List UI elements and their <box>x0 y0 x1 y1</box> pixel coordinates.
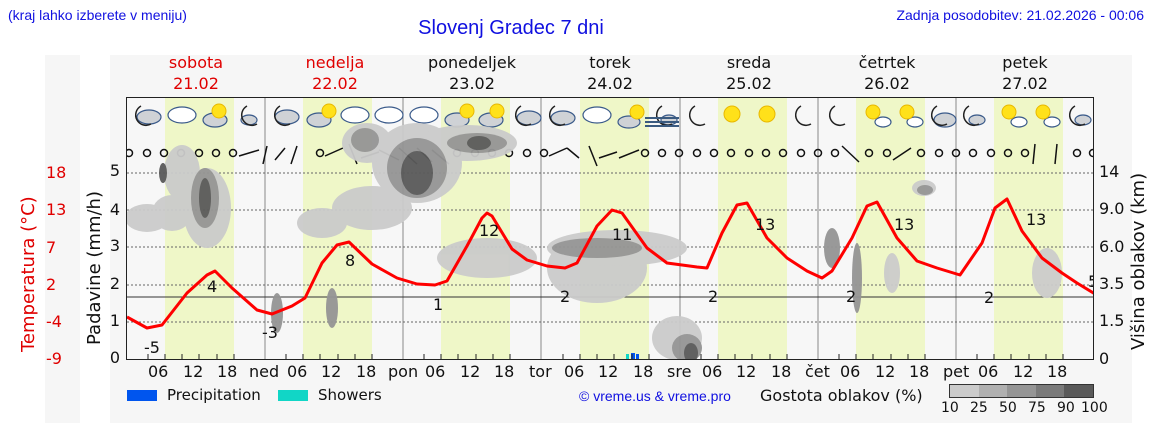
cloud-height-tick: 14 <box>1099 162 1120 181</box>
x-tick: 06 <box>425 362 446 381</box>
x-tick: 18 <box>494 362 515 381</box>
svg-text:13: 13 <box>755 215 775 234</box>
x-tick: 12 <box>598 362 619 381</box>
svg-text:-5: -5 <box>144 338 160 357</box>
precip-tick: 5 <box>109 161 120 180</box>
precipitation-swatch <box>127 390 157 401</box>
day-label: sreda 25.02 <box>726 53 772 93</box>
cloud-density-scale <box>949 384 1094 398</box>
cloud-height-tick: 1.5 <box>1099 311 1125 330</box>
cloud-height-axis-label: Višina oblakov (km) <box>1128 172 1149 350</box>
x-tick: 06 <box>148 362 169 381</box>
page-title: Slovenj Gradec 7 dni <box>418 17 604 39</box>
x-tick: 18 <box>633 362 654 381</box>
showers-legend-label: Showers <box>318 386 382 404</box>
cloud-height-tick: 9.0 <box>1099 199 1125 218</box>
svg-text:8: 8 <box>345 251 355 270</box>
day-label: sobota 21.02 <box>168 53 224 93</box>
svg-text:2: 2 <box>984 288 994 307</box>
precip-bars <box>626 353 639 359</box>
location-note: (kraj lahko izberete v meniju) <box>8 7 187 23</box>
temp-tick: 2 <box>46 275 57 294</box>
x-tick: 12 <box>736 362 757 381</box>
svg-text:2: 2 <box>846 287 856 306</box>
x-tick: tor <box>529 362 552 381</box>
x-tick: 06 <box>564 362 585 381</box>
svg-text:1: 1 <box>433 295 443 314</box>
copyright-link[interactable]: © vreme.us & vreme.pro <box>579 388 731 404</box>
x-tick: sre <box>667 362 692 381</box>
precip-tick: 4 <box>109 200 120 219</box>
precip-tick: 3 <box>109 236 120 255</box>
last-update: Zadnja posodobitev: 21.02.2026 - 00:06 <box>896 7 1144 23</box>
day-label: četrtek 26.02 <box>858 53 916 93</box>
svg-text:4: 4 <box>207 277 217 296</box>
day-label: torek 24.02 <box>587 53 633 93</box>
temp-tick: -9 <box>46 349 62 368</box>
x-tick: 18 <box>771 362 792 381</box>
x-tick: pet <box>943 362 970 381</box>
temp-tick: 7 <box>46 238 57 257</box>
x-tick: 12 <box>183 362 204 381</box>
density-tick: 75 <box>1028 400 1046 416</box>
x-tick: 12 <box>875 362 896 381</box>
temp-axis-label: Temperatura (°C) <box>18 196 39 352</box>
precipitation-legend-label: Precipitation <box>167 386 261 404</box>
weather-icons-row <box>135 103 1092 129</box>
precip-axis-label: Padavine (mm/h) <box>84 191 105 345</box>
density-tick: 50 <box>999 400 1017 416</box>
day-label: ponedeljek 23.02 <box>428 53 516 93</box>
x-tick: 06 <box>702 362 723 381</box>
svg-text:-3: -3 <box>262 323 278 342</box>
temperature-line <box>127 197 1093 330</box>
x-tick: 18 <box>217 362 238 381</box>
precip-tick: 2 <box>109 274 120 293</box>
x-tick: ned <box>249 362 280 381</box>
precip-tick: 0 <box>109 348 120 367</box>
x-tick: 12 <box>460 362 481 381</box>
temp-tick: -4 <box>46 312 62 331</box>
precip-tick: 1 <box>109 311 120 330</box>
temp-axis-panel <box>45 55 80 423</box>
svg-text:2: 2 <box>708 287 718 306</box>
temp-tick: 13 <box>46 200 67 219</box>
svg-text:5: 5 <box>1088 272 1094 291</box>
density-tick: 25 <box>970 400 988 416</box>
svg-text:13: 13 <box>894 215 914 234</box>
cloud-height-tick: 3.5 <box>1099 274 1125 293</box>
svg-text:2: 2 <box>560 287 570 306</box>
day-label: nedelja 22.02 <box>305 53 365 93</box>
density-tick: 100 <box>1081 400 1108 416</box>
temp-tick: 18 <box>46 163 67 182</box>
x-tick: 18 <box>356 362 377 381</box>
x-tick: 06 <box>287 362 308 381</box>
cloud-density-label: Gostota oblakov (%) <box>760 386 923 405</box>
x-tick: 12 <box>1013 362 1034 381</box>
x-tick: 12 <box>321 362 342 381</box>
cloud-height-tick: 6.0 <box>1099 237 1125 256</box>
density-tick: 10 <box>941 400 959 416</box>
showers-swatch <box>278 390 308 401</box>
svg-text:12: 12 <box>479 221 499 240</box>
cloud-density <box>127 123 1062 359</box>
cloud-height-tick: 0 <box>1099 349 1110 368</box>
svg-text:11: 11 <box>612 225 632 244</box>
x-tick: čet <box>805 362 830 381</box>
day-label: petek 27.02 <box>1002 53 1048 93</box>
x-tick: 06 <box>840 362 861 381</box>
x-tick: 18 <box>1047 362 1068 381</box>
x-tick: 06 <box>978 362 999 381</box>
density-tick: 90 <box>1057 400 1075 416</box>
x-tick: 18 <box>909 362 930 381</box>
x-tick: pon <box>388 362 419 381</box>
svg-text:13: 13 <box>1026 210 1046 229</box>
